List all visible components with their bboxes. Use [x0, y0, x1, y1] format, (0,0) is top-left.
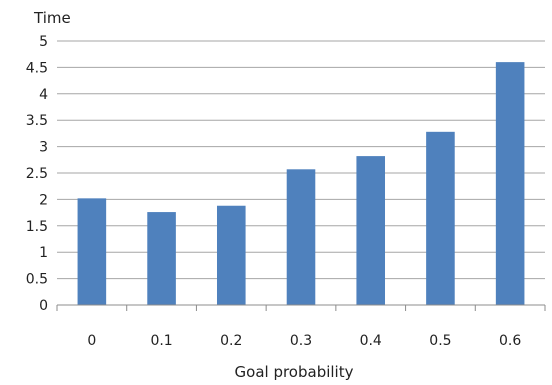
axes	[56, 304, 546, 311]
x-tick-label: 0.2	[220, 333, 242, 349]
y-tick-label: 3.5	[26, 113, 48, 129]
x-tick-label: 0.6	[499, 333, 521, 349]
y-tick-label: 3	[39, 140, 48, 156]
bar	[77, 198, 107, 305]
y-tick-label: 1.5	[26, 219, 48, 235]
bar	[495, 62, 525, 306]
x-tick-label: 0	[87, 333, 96, 349]
bar	[426, 131, 455, 305]
x-tick-label: 0.5	[429, 333, 451, 349]
bar	[147, 212, 176, 305]
y-tick-label: 1	[39, 245, 48, 261]
bar	[286, 169, 316, 305]
x-axis-title: Goal probability	[235, 363, 354, 381]
y-tick-label: 5	[39, 34, 48, 50]
y-tick-label: 0	[39, 298, 48, 314]
y-tick-label: 4	[39, 87, 48, 103]
y-tick-label: 4.5	[26, 60, 48, 76]
y-tick-label: 0.5	[26, 272, 48, 288]
x-tick-label: 0.4	[360, 333, 382, 349]
bar	[216, 205, 246, 305]
x-tick-labels: 0 0.1 0.2 0.3 0.4 0.5 0.6	[87, 333, 521, 349]
y-tick-label: 2.5	[26, 166, 48, 182]
y-tick-label: 2	[39, 192, 48, 208]
bar	[356, 156, 386, 305]
bars	[77, 62, 525, 306]
y-axis-title: Time	[33, 9, 71, 27]
x-tick-label: 0.1	[150, 333, 172, 349]
y-tick-labels: 0 0.5 1 1.5 2 2.5 3 3.5 4 4.5 5	[26, 34, 48, 314]
x-tick-label: 0.3	[290, 333, 312, 349]
